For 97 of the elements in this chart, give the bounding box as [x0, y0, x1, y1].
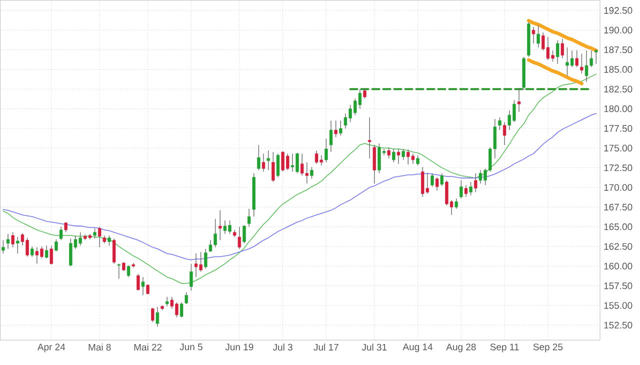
- candlestick: [218, 210, 222, 240]
- candlestick: [334, 120, 338, 138]
- candlestick: [440, 172, 444, 186]
- candlestick: [146, 284, 150, 295]
- candlestick: [560, 38, 564, 59]
- candlestick: [93, 228, 96, 239]
- candlestick: [594, 48, 598, 64]
- candlestick: [247, 208, 251, 228]
- candlestick: [11, 232, 14, 248]
- candlestick: [387, 146, 390, 159]
- candlestick: [156, 306, 160, 328]
- candlestick: [126, 264, 130, 278]
- candlestick: [575, 50, 578, 68]
- x-tick-label: Jul 3: [272, 344, 292, 351]
- candlestick: [517, 88, 521, 112]
- candlestick: [464, 184, 468, 198]
- candlestick: [272, 152, 275, 182]
- candlestick: [536, 24, 540, 48]
- x-tick-label: Aug 28: [446, 344, 476, 352]
- candlestick: [166, 296, 169, 307]
- y-tick-label: 167.50: [604, 204, 632, 210]
- candlestick: [416, 154, 420, 166]
- candlestick: [266, 150, 270, 170]
- candlestick: [474, 172, 478, 192]
- x-tick-label: Mai 22: [134, 344, 162, 351]
- y-tick-label: 187.50: [604, 46, 632, 54]
- candlestick: [30, 246, 34, 258]
- candlestick: [402, 148, 405, 160]
- y-tick-label: 172.50: [604, 164, 632, 172]
- candlestick: [16, 236, 20, 254]
- candlestick: [117, 263, 120, 280]
- candlestick: [498, 117, 502, 130]
- candlestick: [242, 224, 246, 244]
- y-tick-label: 185.00: [604, 66, 632, 73]
- candlestick: [329, 120, 333, 152]
- candlestick: [580, 53, 584, 74]
- candlestick: [112, 238, 116, 264]
- x-tick-label: Mai 8: [88, 344, 111, 351]
- candlestick: [262, 153, 266, 172]
- candlestick: [430, 172, 434, 187]
- candlestick: [6, 233, 10, 250]
- y-tick-label: 162.50: [604, 243, 632, 250]
- y-tick-label: 182.50: [604, 86, 632, 92]
- candlestick: [502, 122, 506, 146]
- candlestick: [556, 40, 560, 64]
- candlestick: [190, 263, 193, 291]
- candlestick: [396, 148, 400, 164]
- candlestick: [204, 248, 208, 269]
- candlestick: [469, 182, 472, 196]
- candlestick: [2, 240, 5, 254]
- y-tick-label: 175.00: [604, 144, 632, 152]
- x-tick-label: Apr 24: [37, 344, 66, 352]
- candlestick: [108, 235, 111, 246]
- candlestick: [276, 153, 280, 178]
- y-tick-label: 152.50: [604, 322, 632, 328]
- candlestick: [435, 176, 439, 191]
- candlestick: [368, 117, 372, 159]
- candlestick: [50, 245, 53, 265]
- candlestick: [54, 238, 58, 252]
- x-tick-label: Jul 31: [362, 344, 387, 351]
- y-tick-label: 180.00: [604, 105, 632, 112]
- candlestick: [339, 120, 342, 136]
- y-tick-label: 170.00: [604, 184, 632, 191]
- line-series: [526, 58, 584, 86]
- candlestick: [64, 222, 68, 233]
- candlestick: [372, 144, 376, 184]
- candlestick: [392, 148, 396, 163]
- candlestick: [136, 274, 140, 291]
- x-tick-label: Sep 25: [533, 344, 563, 352]
- x-tick-label: Jul 17: [314, 344, 338, 351]
- candlestick: [141, 276, 145, 296]
- candlestick: [238, 226, 242, 250]
- candlestick: [180, 302, 184, 318]
- candlestick: [324, 138, 328, 163]
- y-tick-label: 165.00: [604, 223, 632, 230]
- line-series: [526, 18, 598, 52]
- candlestick: [44, 245, 48, 259]
- candlestick: [460, 180, 463, 199]
- candlestick: [98, 226, 102, 248]
- y-tick-label: 190.00: [604, 26, 632, 34]
- x-tick-label: Sep 11: [490, 344, 519, 352]
- candlestick: [310, 166, 314, 180]
- candlestick: [363, 88, 366, 99]
- x-tick-label: Jun 5: [180, 344, 202, 350]
- y-tick-label: 177.50: [604, 125, 632, 132]
- candlestick: [151, 307, 154, 322]
- y-tick-label: 155.00: [604, 302, 632, 309]
- candlestick: [257, 144, 260, 170]
- candlestick: [532, 26, 536, 44]
- y-tick-label: 192.50: [604, 7, 632, 14]
- y-tick-label: 157.50: [604, 282, 632, 290]
- y-tick-label: 160.00: [604, 262, 632, 270]
- x-tick-label: Aug 14: [402, 344, 433, 352]
- candlestick: [59, 226, 63, 240]
- candlestick: [454, 198, 458, 210]
- candlestick: [184, 292, 188, 304]
- x-tick-label: Jun 19: [225, 344, 254, 350]
